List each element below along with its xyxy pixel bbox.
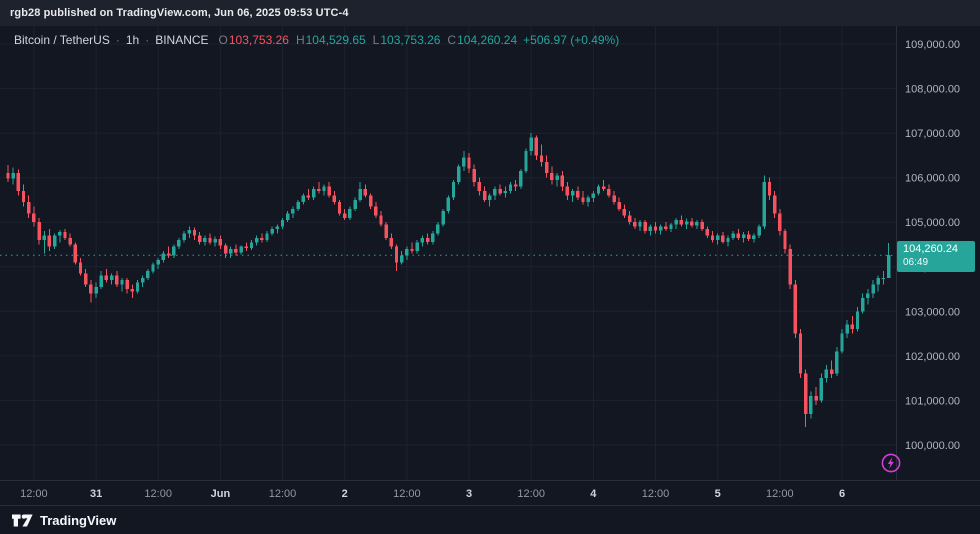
svg-text:109,000.00: 109,000.00 (905, 39, 960, 51)
last-price-value: 104,260.24 (903, 243, 959, 255)
svg-text:103,000.00: 103,000.00 (905, 306, 960, 318)
ohlc-label: H (295, 33, 305, 47)
svg-text:2: 2 (342, 488, 348, 500)
svg-text:102,000.00: 102,000.00 (905, 351, 960, 363)
publish-info-text: rgb28 published on TradingView.com, Jun … (10, 7, 349, 19)
svg-text:12:00: 12:00 (269, 488, 297, 500)
svg-text:5: 5 (715, 488, 721, 500)
ohlc-value: 104,260.24 (457, 33, 518, 47)
interval-label[interactable]: 1h (125, 33, 140, 47)
svg-text:31: 31 (90, 488, 102, 500)
grid-lines (0, 26, 896, 480)
svg-text:105,000.00: 105,000.00 (905, 217, 960, 229)
svg-text:6: 6 (839, 488, 845, 500)
tradingview-logo-icon[interactable] (12, 513, 33, 528)
svg-text:12:00: 12:00 (766, 488, 794, 500)
publish-header: rgb28 published on TradingView.com, Jun … (0, 0, 980, 26)
ohlc-pair: C 104,260.24 (447, 33, 517, 47)
ohlc-pair: O 103,753.26 (219, 33, 289, 47)
ohlc-values: O 103,753.26 H 104,529.65 L 103,753.26 C 104,26… (219, 33, 518, 47)
svg-text:106,000.00: 106,000.00 (905, 173, 960, 185)
bar-countdown: 06:49 (903, 257, 929, 268)
svg-text:4: 4 (590, 488, 597, 500)
price-change: +506.97 (+0.49%) (523, 33, 620, 47)
svg-text:12:00: 12:00 (393, 488, 421, 500)
svg-text:12:00: 12:00 (144, 488, 172, 500)
svg-text:101,000.00: 101,000.00 (905, 395, 960, 407)
chart-legend: Bitcoin / TetherUS · 1h · BINANCE O 103,7… (14, 33, 619, 47)
brand-name[interactable]: TradingView (40, 512, 117, 528)
ohlc-pair: L 103,753.26 (373, 33, 441, 47)
price-axis-labels[interactable]: 100,000.00 101,000.00 102,000.00 103,000.00… (905, 39, 960, 452)
ohlc-value: 103,753.26 (228, 33, 289, 47)
svg-text:12:00: 12:00 (517, 488, 545, 500)
svg-text:107,000.00: 107,000.00 (905, 128, 960, 140)
footer-bar: TradingView (0, 506, 980, 534)
svg-text:3: 3 (466, 488, 472, 500)
candles (6, 133, 891, 428)
ohlc-label: C (447, 33, 457, 47)
flash-icon[interactable] (880, 452, 902, 474)
ohlc-label: O (218, 33, 228, 47)
svg-text:Jun: Jun (211, 488, 231, 500)
svg-text:12:00: 12:00 (20, 488, 48, 500)
time-axis-labels[interactable]: 12:00 31 12:00 Jun 12:00 2 12:00 3 12:00 4 12:00 5 1… (20, 488, 845, 500)
svg-text:100,000.00: 100,000.00 (905, 440, 960, 452)
exchange-label: BINANCE (155, 33, 209, 47)
ohlc-pair: H 104,529.65 (296, 33, 366, 47)
svg-text:108,000.00: 108,000.00 (905, 84, 960, 96)
legend-separator: · (115, 33, 120, 47)
legend-separator: · (145, 33, 150, 47)
ohlc-label: L (372, 33, 380, 47)
svg-text:12:00: 12:00 (642, 488, 670, 500)
ohlc-value: 104,529.65 (305, 33, 366, 47)
last-price-label[interactable]: 104,260.24 06:49 (897, 241, 975, 272)
ohlc-value: 103,753.26 (380, 33, 441, 47)
symbol-name[interactable]: Bitcoin / TetherUS (14, 33, 110, 47)
